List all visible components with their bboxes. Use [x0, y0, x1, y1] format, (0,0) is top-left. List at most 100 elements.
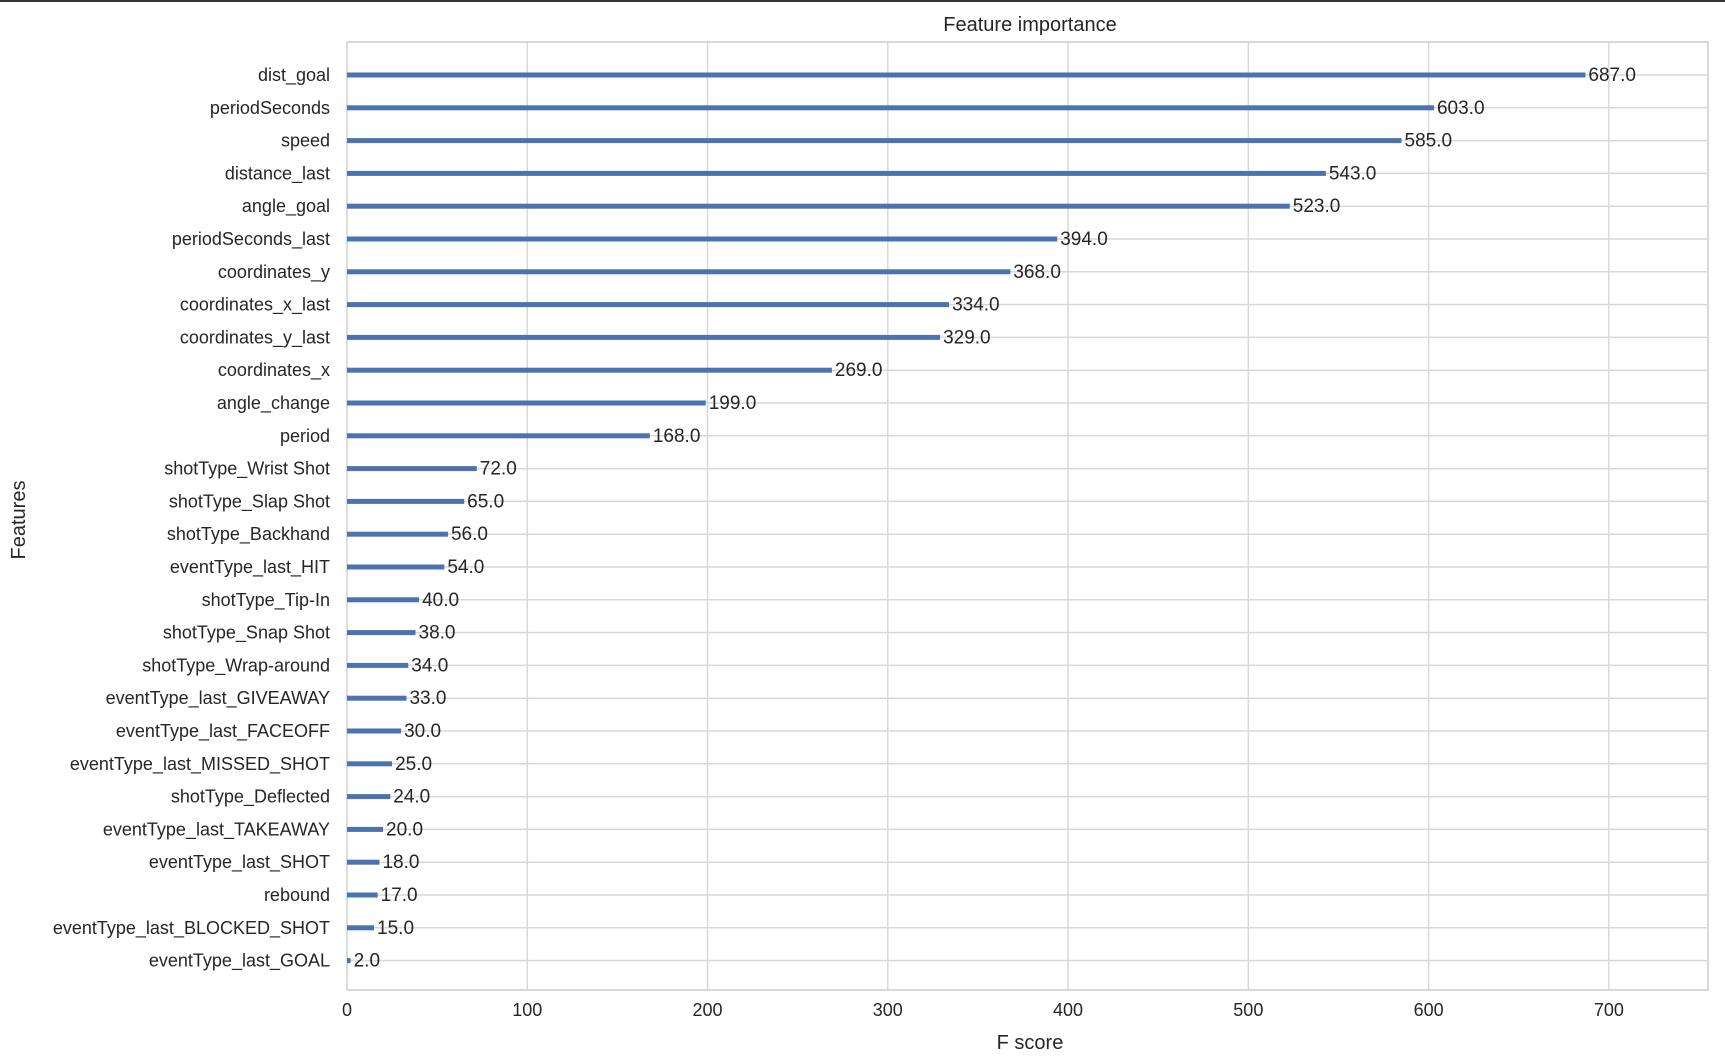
y-tick-label: angle_goal	[242, 196, 330, 217]
bar-value-label: 24.0	[393, 787, 430, 808]
y-axis-label: Features	[8, 481, 30, 560]
bar-value-label: 269.0	[835, 360, 883, 381]
x-tick-label: 0	[342, 1000, 352, 1020]
x-tick-label: 400	[1053, 1000, 1083, 1020]
bar-value-label: 38.0	[419, 623, 456, 644]
bar	[347, 302, 950, 308]
bar	[347, 498, 465, 504]
bar	[347, 925, 375, 931]
bar-value-label: 687.0	[1588, 65, 1636, 86]
y-tick-label: shotType_Backhand	[167, 524, 330, 545]
y-tick-label: speed	[281, 131, 330, 151]
bar-value-label: 40.0	[422, 590, 459, 611]
y-tick-label: coordinates_x_last	[180, 295, 330, 316]
y-tick-label: rebound	[264, 885, 330, 905]
x-tick-label: 200	[693, 1000, 723, 1020]
x-tick-label: 600	[1414, 1000, 1444, 1020]
y-tick-label: coordinates_x	[218, 360, 330, 381]
bar	[347, 466, 477, 472]
y-tick-label: coordinates_y	[218, 262, 330, 283]
y-tick-label: eventType_last_SHOT	[149, 852, 330, 873]
bar	[347, 269, 1011, 275]
bar	[347, 433, 650, 439]
bar	[347, 794, 391, 800]
bar-value-label: 2.0	[354, 951, 380, 972]
bar-value-label: 199.0	[709, 393, 757, 414]
bar	[347, 564, 445, 570]
bar-value-label: 585.0	[1405, 131, 1453, 152]
y-tick-label: eventType_last_GIVEAWAY	[106, 688, 330, 709]
chart-title: Feature importance	[943, 14, 1116, 36]
y-tick-label: distance_last	[225, 163, 330, 184]
x-gridlines	[346, 42, 1610, 990]
bar	[347, 170, 1326, 176]
bar	[347, 761, 393, 767]
bars	[347, 72, 1586, 964]
bar-value-label: 17.0	[381, 885, 418, 906]
bar-value-label: 20.0	[386, 819, 423, 840]
bar-value-label: 25.0	[395, 754, 432, 775]
y-tick-label: eventType_last_TAKEAWAY	[103, 819, 330, 840]
y-tick-label: periodSeconds_last	[172, 229, 330, 250]
bar	[347, 958, 351, 964]
bar-value-label: 15.0	[377, 918, 414, 939]
x-tick-label: 300	[873, 1000, 903, 1020]
bar-value-label: 34.0	[411, 655, 448, 676]
y-tick-label: eventType_last_BLOCKED_SHOT	[53, 918, 330, 939]
y-tick-label: angle_change	[217, 393, 330, 414]
bar-value-label: 56.0	[451, 524, 488, 545]
bar-value-label: 33.0	[409, 688, 446, 709]
bar	[347, 728, 402, 734]
x-tick-label: 700	[1594, 1000, 1624, 1020]
bar-value-label: 603.0	[1437, 98, 1485, 119]
y-tick-label: shotType_Deflected	[171, 787, 330, 808]
bar	[347, 892, 378, 898]
bar-value-label: 368.0	[1013, 262, 1061, 283]
x-tick-labels: 0 100 200 300 400 500 600 700	[342, 1000, 1624, 1020]
bar	[347, 531, 448, 537]
y-tick-label: shotType_Wrist Shot	[164, 459, 330, 480]
bar	[347, 630, 416, 636]
x-tick-label: 500	[1233, 1000, 1263, 1020]
bar	[347, 859, 380, 865]
bar	[347, 138, 1402, 144]
bar-value-label: 523.0	[1293, 196, 1341, 217]
y-tick-label: eventType_last_HIT	[170, 557, 330, 578]
value-labels: 687.0 603.0 585.0 543.0 523.0 394.0 368.0 334.0…	[354, 65, 1636, 972]
plot-area	[346, 41, 1709, 991]
y-tick-labels: dist_goal periodSeconds speed distance_last…	[53, 65, 330, 972]
bar	[347, 400, 706, 406]
bar-value-label: 30.0	[404, 721, 441, 742]
y-tick-label: eventType_last_MISSED_SHOT	[70, 754, 330, 775]
y-tick-label: shotType_Wrap-around	[142, 655, 330, 676]
bar-value-label: 65.0	[467, 491, 504, 512]
y-tick-label: period	[280, 426, 330, 446]
bar-value-label: 168.0	[653, 426, 701, 447]
bar-value-label: 329.0	[943, 327, 991, 348]
bar-value-label: 72.0	[480, 459, 517, 480]
bar	[347, 826, 384, 832]
y-tick-label: eventType_last_FACEOFF	[116, 721, 330, 742]
bar-value-label: 543.0	[1329, 163, 1377, 184]
y-tick-label: eventType_last_GOAL	[149, 951, 330, 972]
y-tick-label: shotType_Tip-In	[202, 590, 330, 611]
bar	[347, 367, 832, 373]
y-tick-label: dist_goal	[258, 65, 330, 86]
bar	[347, 334, 941, 340]
bar-value-label: 18.0	[382, 852, 419, 873]
x-axis-label: F score	[997, 1032, 1064, 1054]
bar-value-label: 334.0	[952, 295, 1000, 316]
y-tick-label: coordinates_y_last	[180, 327, 330, 348]
bar	[347, 695, 407, 701]
x-tick-label: 100	[512, 1000, 542, 1020]
bar-value-label: 54.0	[447, 557, 484, 578]
bar	[347, 662, 409, 668]
y-tick-label: shotType_Snap Shot	[163, 623, 330, 644]
bar-value-label: 394.0	[1060, 229, 1108, 250]
bar	[347, 236, 1058, 242]
bar	[347, 105, 1434, 111]
bar	[347, 203, 1290, 209]
bar	[347, 72, 1586, 78]
bar	[347, 597, 420, 603]
